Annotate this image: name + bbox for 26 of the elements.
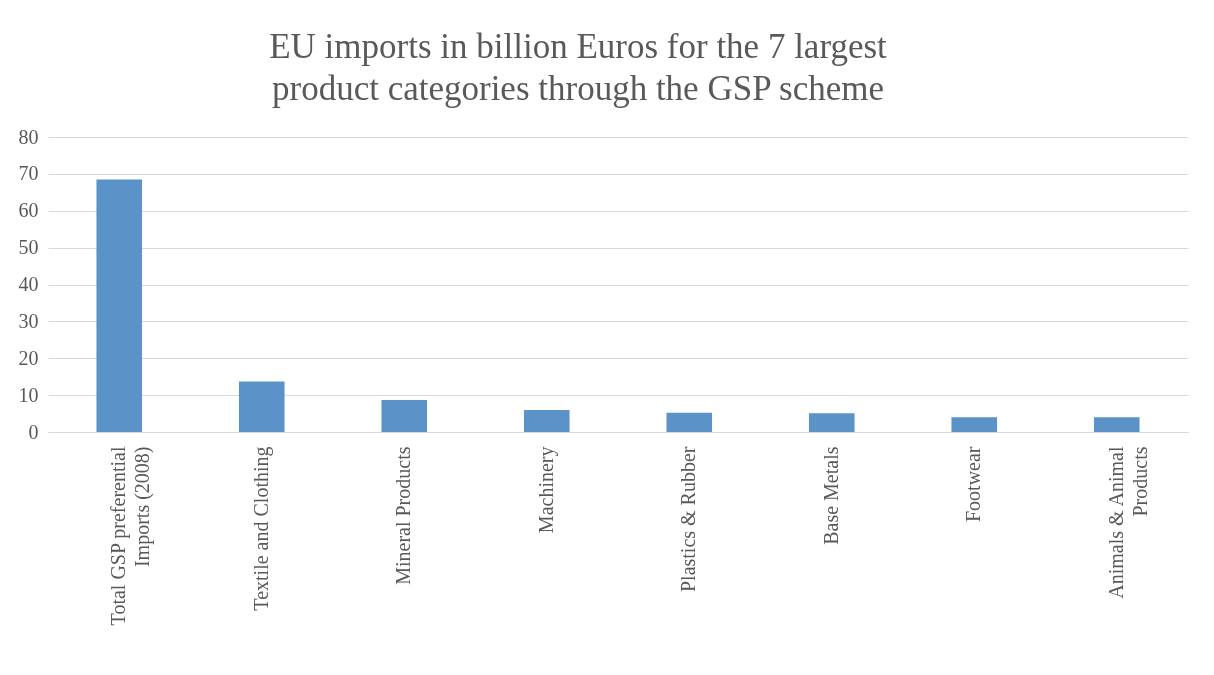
bar — [523, 409, 570, 432]
y-tick-label: 80 — [18, 125, 39, 148]
bar — [238, 381, 285, 432]
y-tick-label: 0 — [28, 420, 39, 443]
x-tick-label: Machinery — [534, 446, 558, 534]
y-tick-label: 10 — [18, 383, 39, 406]
x-tick-label: Animals & Animal Products — [1104, 446, 1151, 599]
bar — [666, 412, 713, 432]
x-tick-label: Mineral Products — [392, 446, 415, 585]
bar — [381, 399, 428, 432]
bar — [1093, 417, 1140, 432]
chart-title: EU imports in billion Euros for the 7 largest product categories through the GSP scheme — [269, 27, 888, 108]
x-tick-label: Textile and Clothing — [249, 446, 273, 611]
y-tick-label: 40 — [18, 273, 39, 295]
x-tick-label: Base Metals — [819, 446, 842, 545]
y-tick-label: 60 — [18, 199, 39, 222]
x-tick-label: Total GSP preferential Imports (2008) — [107, 446, 155, 626]
y-tick-label: 20 — [18, 346, 39, 369]
y-tick-label: 50 — [18, 236, 39, 259]
bar — [96, 179, 143, 432]
x-tick-label: Footwear — [962, 446, 985, 523]
y-tick-label: 30 — [18, 309, 39, 332]
x-tick-label: Plastics & Rubber — [677, 446, 700, 593]
bar — [808, 413, 855, 432]
bar — [951, 417, 998, 432]
y-tick-label: 70 — [18, 162, 39, 185]
